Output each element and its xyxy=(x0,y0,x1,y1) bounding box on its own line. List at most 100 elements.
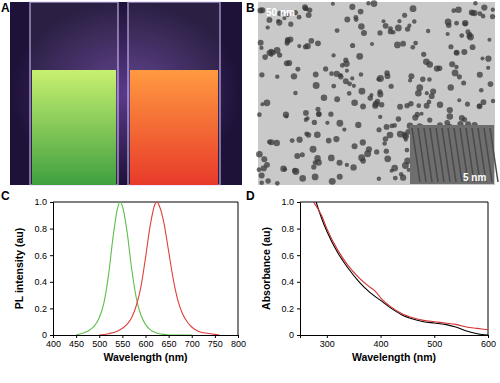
x-axis: 400450500550600650700750800 xyxy=(46,335,246,349)
particle xyxy=(425,91,429,95)
x-tick: 400 xyxy=(374,335,389,349)
plot-frame xyxy=(488,202,489,335)
particle xyxy=(337,174,343,180)
particle xyxy=(258,40,264,46)
x-tick-mark xyxy=(146,335,147,338)
panel-label: C xyxy=(1,189,10,203)
particle xyxy=(388,29,393,34)
particle xyxy=(452,70,459,77)
particle xyxy=(288,22,293,27)
particle xyxy=(416,84,423,91)
series-line xyxy=(316,202,488,335)
vial-liquid xyxy=(130,70,218,185)
particle xyxy=(473,1,477,5)
particle xyxy=(395,25,402,32)
particle xyxy=(364,150,371,157)
particle xyxy=(402,162,409,169)
particle xyxy=(471,10,477,16)
particle xyxy=(389,84,394,89)
particle xyxy=(396,116,402,122)
x-tick: 600 xyxy=(138,335,153,349)
y-axis: 00.20.40.60.81.0 xyxy=(281,197,300,340)
plot-frame xyxy=(300,202,488,203)
particle xyxy=(381,19,385,23)
particle xyxy=(377,176,381,180)
y-tick-mark xyxy=(50,335,53,336)
y-tick-mark xyxy=(50,308,53,309)
y-tick-label: 0.2 xyxy=(34,304,47,314)
particle xyxy=(353,15,358,20)
x-tick-mark xyxy=(381,335,382,338)
y-axis-line xyxy=(297,203,301,336)
particle xyxy=(297,44,301,48)
y-tick: 0.6 xyxy=(281,251,300,261)
particle xyxy=(334,96,340,102)
particle xyxy=(378,115,382,119)
particle xyxy=(259,172,265,178)
particle xyxy=(382,141,387,146)
particle xyxy=(454,65,458,69)
particle xyxy=(415,112,420,117)
x-tick-mark xyxy=(215,335,216,338)
y-tick-label: 0.2 xyxy=(281,304,294,314)
x-axis-line xyxy=(54,336,239,339)
particle xyxy=(347,81,352,86)
particle xyxy=(383,23,389,29)
particle xyxy=(331,53,335,57)
particle xyxy=(276,19,280,23)
particle xyxy=(420,77,425,82)
particle xyxy=(342,127,346,131)
y-tick: 0 xyxy=(289,330,300,340)
lattice-line xyxy=(490,128,498,182)
particle xyxy=(477,103,482,108)
y-tick-label: 0.8 xyxy=(281,224,294,234)
particle xyxy=(446,32,450,36)
particle xyxy=(410,45,415,50)
particle xyxy=(445,19,452,26)
particle xyxy=(402,13,407,18)
particle xyxy=(410,5,417,12)
particle xyxy=(268,49,274,55)
particle xyxy=(454,50,459,55)
chart: 40045050055060065070075080000.20.40.60.8… xyxy=(1,189,246,363)
particle xyxy=(307,7,312,12)
particle xyxy=(315,40,321,46)
particle xyxy=(290,138,295,143)
particle xyxy=(454,21,459,26)
particle xyxy=(486,66,490,70)
y-tick: 0.4 xyxy=(34,277,53,287)
particle xyxy=(385,73,391,79)
series-line xyxy=(313,202,488,330)
particle xyxy=(359,72,364,77)
particle xyxy=(485,56,491,62)
panel-label: D xyxy=(246,189,255,203)
y-tick-mark xyxy=(50,202,53,203)
particle xyxy=(478,11,483,16)
particle xyxy=(404,138,408,142)
y-axis: 00.20.40.60.81.0 xyxy=(34,197,53,340)
particle xyxy=(491,8,495,12)
particle xyxy=(277,52,282,57)
particle xyxy=(311,164,316,169)
particle xyxy=(340,63,345,68)
particle xyxy=(459,33,464,38)
x-tick-label: 500 xyxy=(92,339,107,349)
plot-frame xyxy=(53,202,238,203)
particle xyxy=(466,33,471,38)
particle xyxy=(345,69,349,73)
particle xyxy=(377,75,384,82)
particle xyxy=(314,131,321,138)
y-tick-mark xyxy=(50,282,53,283)
particle xyxy=(275,74,279,78)
particle xyxy=(325,121,329,125)
particle xyxy=(491,99,495,103)
x-tick-label: 700 xyxy=(185,339,200,349)
y-tick-mark xyxy=(297,255,300,256)
particle xyxy=(361,30,367,36)
particle xyxy=(402,131,406,135)
y-tick-mark xyxy=(297,202,300,203)
particle xyxy=(461,81,466,86)
panel-label: A xyxy=(1,1,10,15)
particle xyxy=(384,124,390,130)
particle xyxy=(329,71,334,76)
